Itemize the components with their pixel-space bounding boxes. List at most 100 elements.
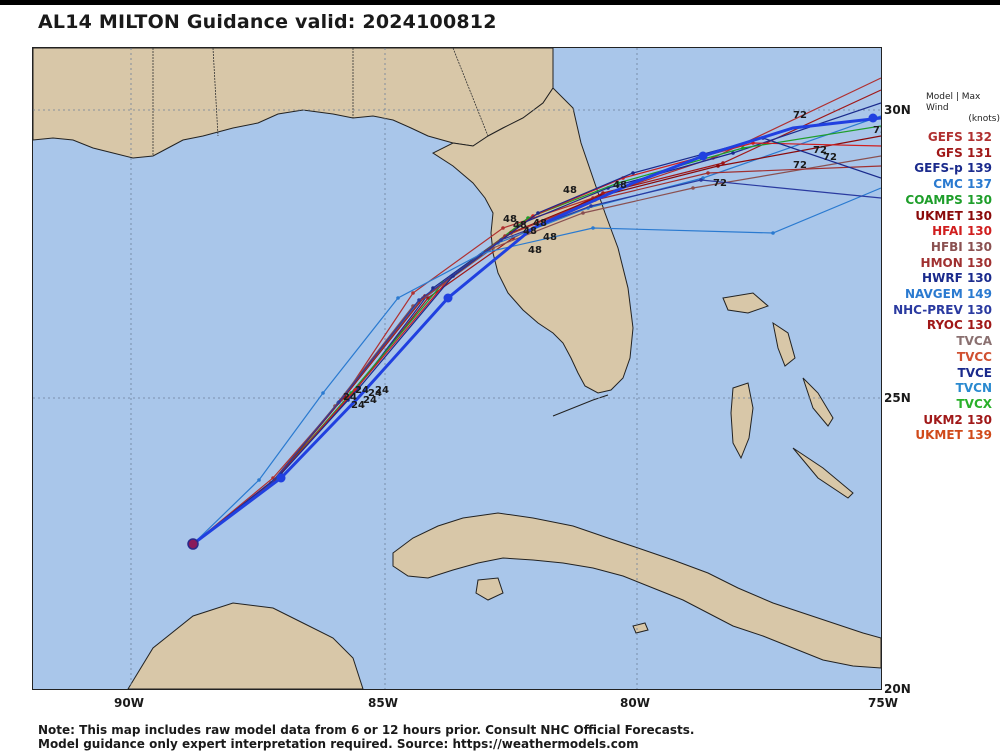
legend-model-name: RYOC [926, 318, 963, 333]
track-point [601, 191, 605, 195]
legend-entry-navgem[interactable]: NAVGEM 149 [893, 287, 992, 303]
track-point [589, 204, 593, 208]
official-forecast-point[interactable] [443, 293, 453, 303]
track-point [721, 161, 725, 165]
track-point [731, 151, 735, 155]
forecast-hour-label: 72 [813, 145, 827, 156]
track-map[interactable]: 2424242424244848484848484848727272727272… [33, 48, 881, 689]
legend-model-name: GFS [936, 145, 963, 160]
model-legend: GEFS 132 GFS 131 GEFS-p 139 CMC 137 COAMPS 1… [893, 130, 992, 444]
legend-model-name: NHC-PREV [893, 302, 963, 317]
track-point [321, 391, 325, 395]
official-forecast-point[interactable] [868, 113, 878, 123]
legend-model-name: CMC [933, 177, 963, 192]
legend-entry-ryoc[interactable]: RYOC 130 [893, 318, 992, 334]
bahamas-andros [730, 382, 754, 460]
track-point [411, 291, 415, 295]
track-point [591, 226, 595, 230]
track-point [417, 298, 421, 302]
official-forecast-track[interactable] [192, 116, 881, 546]
legend-entry-tvca[interactable]: TVCA [893, 334, 992, 350]
track-point [357, 386, 361, 390]
legend-entry-ukmet[interactable]: UKMET 139 [893, 428, 992, 444]
legend-entry-gefs[interactable]: GEFS 132 [893, 130, 992, 146]
note-line-1: Note: This map includes raw model data f… [38, 723, 695, 737]
forecast-hour-label: 24 [351, 400, 365, 411]
legend-entry-hwrf[interactable]: HWRF 130 [893, 271, 992, 287]
legend-entry-gefs-p[interactable]: GEFS-p 139 [893, 161, 992, 177]
forecast-hour-label: 72 [793, 160, 807, 171]
legend-max-wind: 130 [962, 239, 992, 254]
isla-juventud [475, 577, 504, 601]
model-track[interactable] [192, 187, 881, 545]
legend-entry-hmon[interactable]: HMON 130 [893, 256, 992, 272]
state-borders [152, 48, 489, 156]
florida-peninsula [431, 87, 634, 394]
forecast-hour-label: 48 [528, 245, 542, 256]
hour-label-layer: 2424242424244848484848484848727272727272… [343, 110, 881, 411]
forecast-hour-label: 48 [533, 218, 547, 229]
legend-entry-nhc-prev[interactable]: NHC-PREV 130 [893, 303, 992, 319]
forecast-hour-label: 48 [503, 214, 517, 225]
storm-origin-marker[interactable] [187, 538, 199, 550]
legend-model-name: HFBI [930, 239, 963, 254]
forecast-hour-label: 24 [368, 388, 382, 399]
legend-entry-ukmet[interactable]: UKMET 130 [893, 209, 992, 225]
bahamas-exuma [792, 447, 854, 499]
florida-keys [552, 394, 609, 417]
map-panel[interactable]: 2424242424244848484848484848727272727272… [32, 47, 882, 690]
legend-max-wind: 130 [962, 255, 992, 270]
note-line-2: Model guidance only expert interpretatio… [38, 737, 639, 751]
legend-model-name: TVCX [956, 396, 992, 411]
track-point [501, 226, 505, 230]
forecast-hour-label: 48 [513, 220, 527, 231]
legend-entry-hfai[interactable]: HFAI 130 [893, 224, 992, 240]
track-point [616, 181, 620, 185]
model-track[interactable] [192, 179, 881, 545]
track-point [581, 211, 585, 215]
legend-entry-tvcx[interactable]: TVCX [893, 397, 992, 413]
legend-header-line2: (knots) [968, 114, 1000, 124]
bahamas-eleuthera [802, 377, 834, 427]
official-forecast-point[interactable] [698, 151, 708, 161]
legend-max-wind: 139 [962, 428, 992, 443]
cuba [392, 512, 881, 669]
legend-max-wind: 130 [962, 271, 992, 286]
legend-entry-tvcc[interactable]: TVCC [893, 350, 992, 366]
track-point [337, 400, 341, 404]
x-label-90w: 90W [114, 696, 144, 710]
forecast-hour-label: 24 [375, 385, 389, 396]
track-point [257, 478, 261, 482]
y-label-25n: 25N [884, 391, 911, 405]
legend-entry-gfs[interactable]: GFS 131 [893, 146, 992, 162]
legend-entry-hfbi[interactable]: HFBI 130 [893, 240, 992, 256]
track-point [499, 238, 503, 242]
forecast-hour-label: 72 [713, 178, 727, 189]
track-point [396, 296, 400, 300]
official-forecast-point[interactable] [276, 473, 286, 483]
track-point [426, 296, 430, 300]
yucatan [127, 602, 364, 689]
legend-max-wind: 131 [962, 145, 992, 160]
forecast-hour-label: 48 [523, 226, 537, 237]
legend-model-name: UKMET [915, 428, 963, 443]
legend-entry-cmc[interactable]: CMC 137 [893, 177, 992, 193]
track-point [771, 231, 775, 235]
legend-max-wind: 130 [962, 412, 992, 427]
legend-max-wind: 130 [962, 318, 992, 333]
legend-entry-coamps[interactable]: COAMPS 130 [893, 193, 992, 209]
legend-model-name: GEFS [927, 130, 963, 144]
legend-entry-tvcn[interactable]: TVCN [893, 381, 992, 397]
track-point [741, 146, 745, 150]
legend-entry-tvce[interactable]: TVCE [893, 366, 992, 382]
legend-entry-ukm2[interactable]: UKM2 130 [893, 413, 992, 429]
forecast-hour-label: 24 [363, 395, 377, 406]
legend-model-name: NAVGEM [904, 287, 963, 302]
track-point [699, 178, 703, 182]
bahamas-grand [722, 292, 769, 314]
legend-max-wind: 130 [962, 192, 992, 207]
track-point [706, 171, 710, 175]
forecast-hour-label: 48 [563, 185, 577, 196]
forecast-hour-label: 48 [613, 180, 627, 191]
